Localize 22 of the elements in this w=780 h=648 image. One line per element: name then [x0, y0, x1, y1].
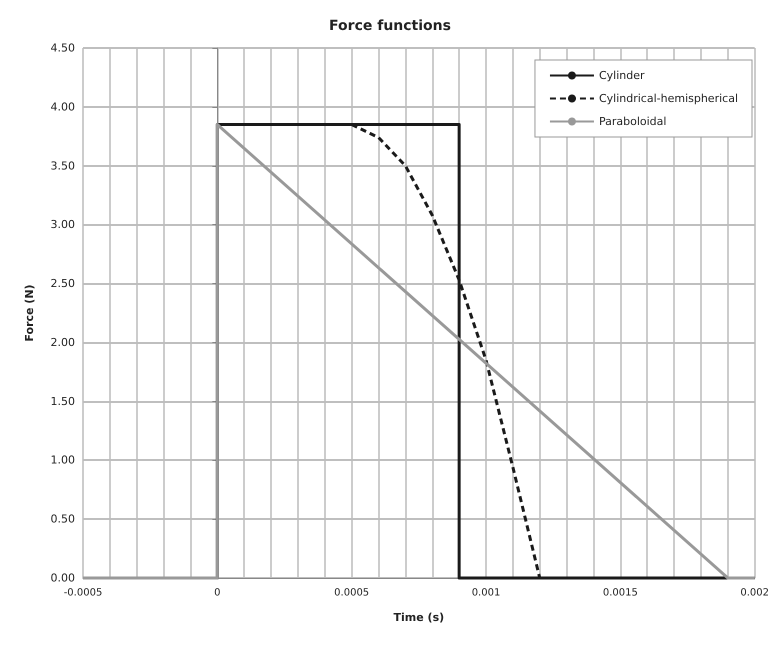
x-tick-label: 0.0005: [334, 588, 370, 598]
x-axis-title: Time (s): [394, 611, 444, 624]
y-tick-label: 0.00: [50, 572, 75, 584]
y-tick-label: 1.00: [50, 454, 75, 467]
y-tick-label: 2.50: [50, 277, 75, 290]
legend-label: Cylindrical-hemispherical: [598, 92, 738, 105]
y-tick-label: 2.00: [50, 336, 75, 349]
y-tick-label: 3.50: [50, 159, 75, 172]
x-tick-label: 0.001: [472, 588, 500, 598]
y-tick-label: 3.00: [50, 218, 75, 232]
x-tick-label: 0: [214, 588, 221, 598]
legend-label: Paraboloidal: [598, 115, 666, 128]
legend-label: Cylinder: [598, 69, 645, 82]
y-tick-label: 0.50: [50, 512, 75, 526]
x-tick-label: 0.0015: [602, 588, 638, 598]
y-tick-label: 1.50: [50, 394, 75, 408]
y-tick-label: 4.50: [50, 42, 75, 54]
y-axis-title: Force (N): [23, 284, 36, 342]
chart-title: Force functions: [329, 18, 451, 34]
y-tick-label: 4.00: [50, 100, 75, 114]
x-tick-label: -0.0005: [64, 588, 102, 598]
x-tick-label: 0.002: [740, 588, 770, 598]
